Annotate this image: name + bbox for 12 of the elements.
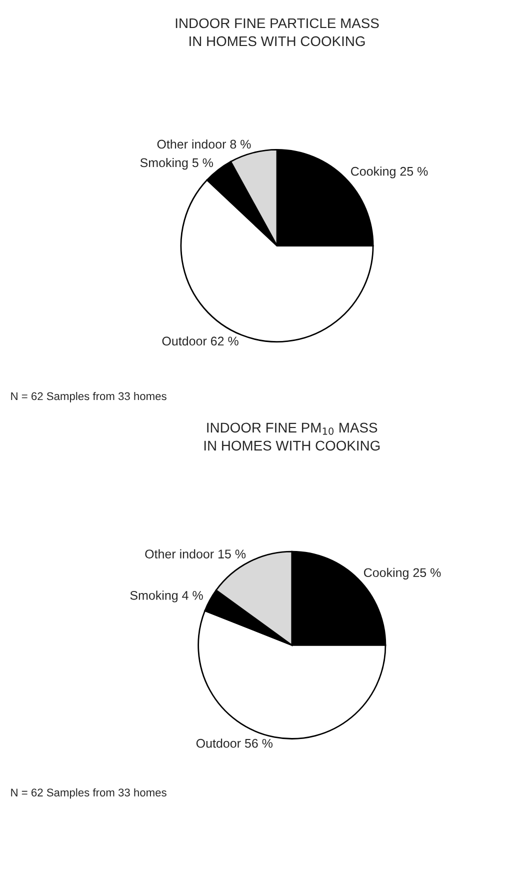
- slice-label: Smoking 4 %: [130, 590, 203, 602]
- slice-label: Cooking 25 %: [350, 166, 428, 178]
- slice-label: Cooking 25 %: [364, 568, 441, 580]
- slice-label: Outdoor 56 %: [196, 738, 273, 748]
- text: N = 62 Samples from 33 homes: [11, 788, 166, 799]
- text: N = 62 Samples from 33 homes: [11, 392, 166, 402]
- chart-title: INDOOR FINE PM$_{10}$ MASS IN HOMES WITH COOKING: [204, 422, 380, 451]
- chart-title: INDOOR FINE PARTICLE MASS IN HOMES WITH COOKING: [176, 18, 379, 46]
- slice-label: Other indoor 15 %: [145, 549, 246, 558]
- slice-label: Outdoor 62 %: [162, 336, 238, 346]
- slice-label: Smoking 5 %: [140, 158, 214, 170]
- slice-label: Other indoor 8 %: [157, 139, 251, 149]
